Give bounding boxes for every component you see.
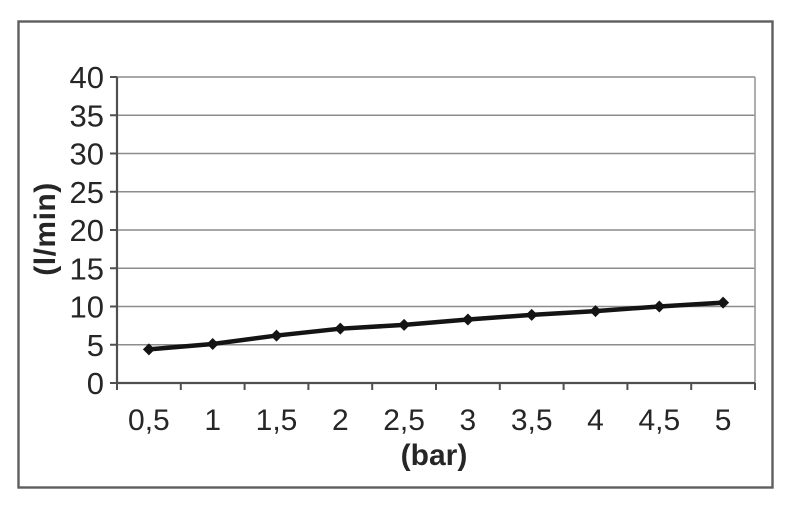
diamond-marker (717, 296, 730, 309)
diamond-marker (270, 329, 283, 342)
x-tick-label: 3 (460, 404, 477, 437)
diamond-marker (334, 322, 347, 335)
chart-frame (17, 20, 774, 489)
x-tick-label: 4,5 (638, 404, 680, 437)
diamond-marker (142, 343, 155, 356)
x-tick-label: 2,5 (383, 404, 425, 437)
diamond-marker (653, 300, 666, 313)
y-axis-title: (l/min) (29, 182, 62, 276)
x-tick-label: 3,5 (511, 404, 553, 437)
x-tick-label: 1,5 (256, 404, 298, 437)
y-axis-ticks (110, 76, 117, 384)
diamond-marker (398, 318, 411, 331)
x-tick-label: 4 (587, 404, 604, 437)
y-tick-label: 40 (70, 60, 104, 95)
y-tick-label: 5 (87, 328, 104, 363)
y-tick-label: 15 (70, 251, 104, 286)
y-tick-label: 30 (70, 137, 104, 172)
y-tick-label: 10 (70, 290, 104, 325)
x-axis-title: (bar) (400, 439, 468, 472)
x-axis-tick-labels: 0,5 1 1,5 2 2,5 3 3,5 4 4,5 5 (128, 404, 731, 437)
diamond-marker (589, 305, 602, 318)
x-tick-label: 2 (332, 404, 349, 437)
diamond-marker (525, 308, 538, 321)
x-tick-label: 1 (204, 404, 221, 437)
series-line (146, 300, 726, 352)
y-tick-label: 35 (70, 98, 104, 133)
x-tick-label: 5 (715, 404, 732, 437)
x-axis-ticks (116, 383, 756, 390)
x-tick-label: 0,5 (128, 404, 170, 437)
y-tick-label: 25 (70, 175, 104, 210)
y-tick-label: 0 (87, 366, 104, 401)
diamond-marker (461, 313, 474, 326)
diamond-marker (206, 337, 219, 350)
series-markers (142, 296, 730, 356)
y-tick-label: 20 (70, 213, 104, 248)
